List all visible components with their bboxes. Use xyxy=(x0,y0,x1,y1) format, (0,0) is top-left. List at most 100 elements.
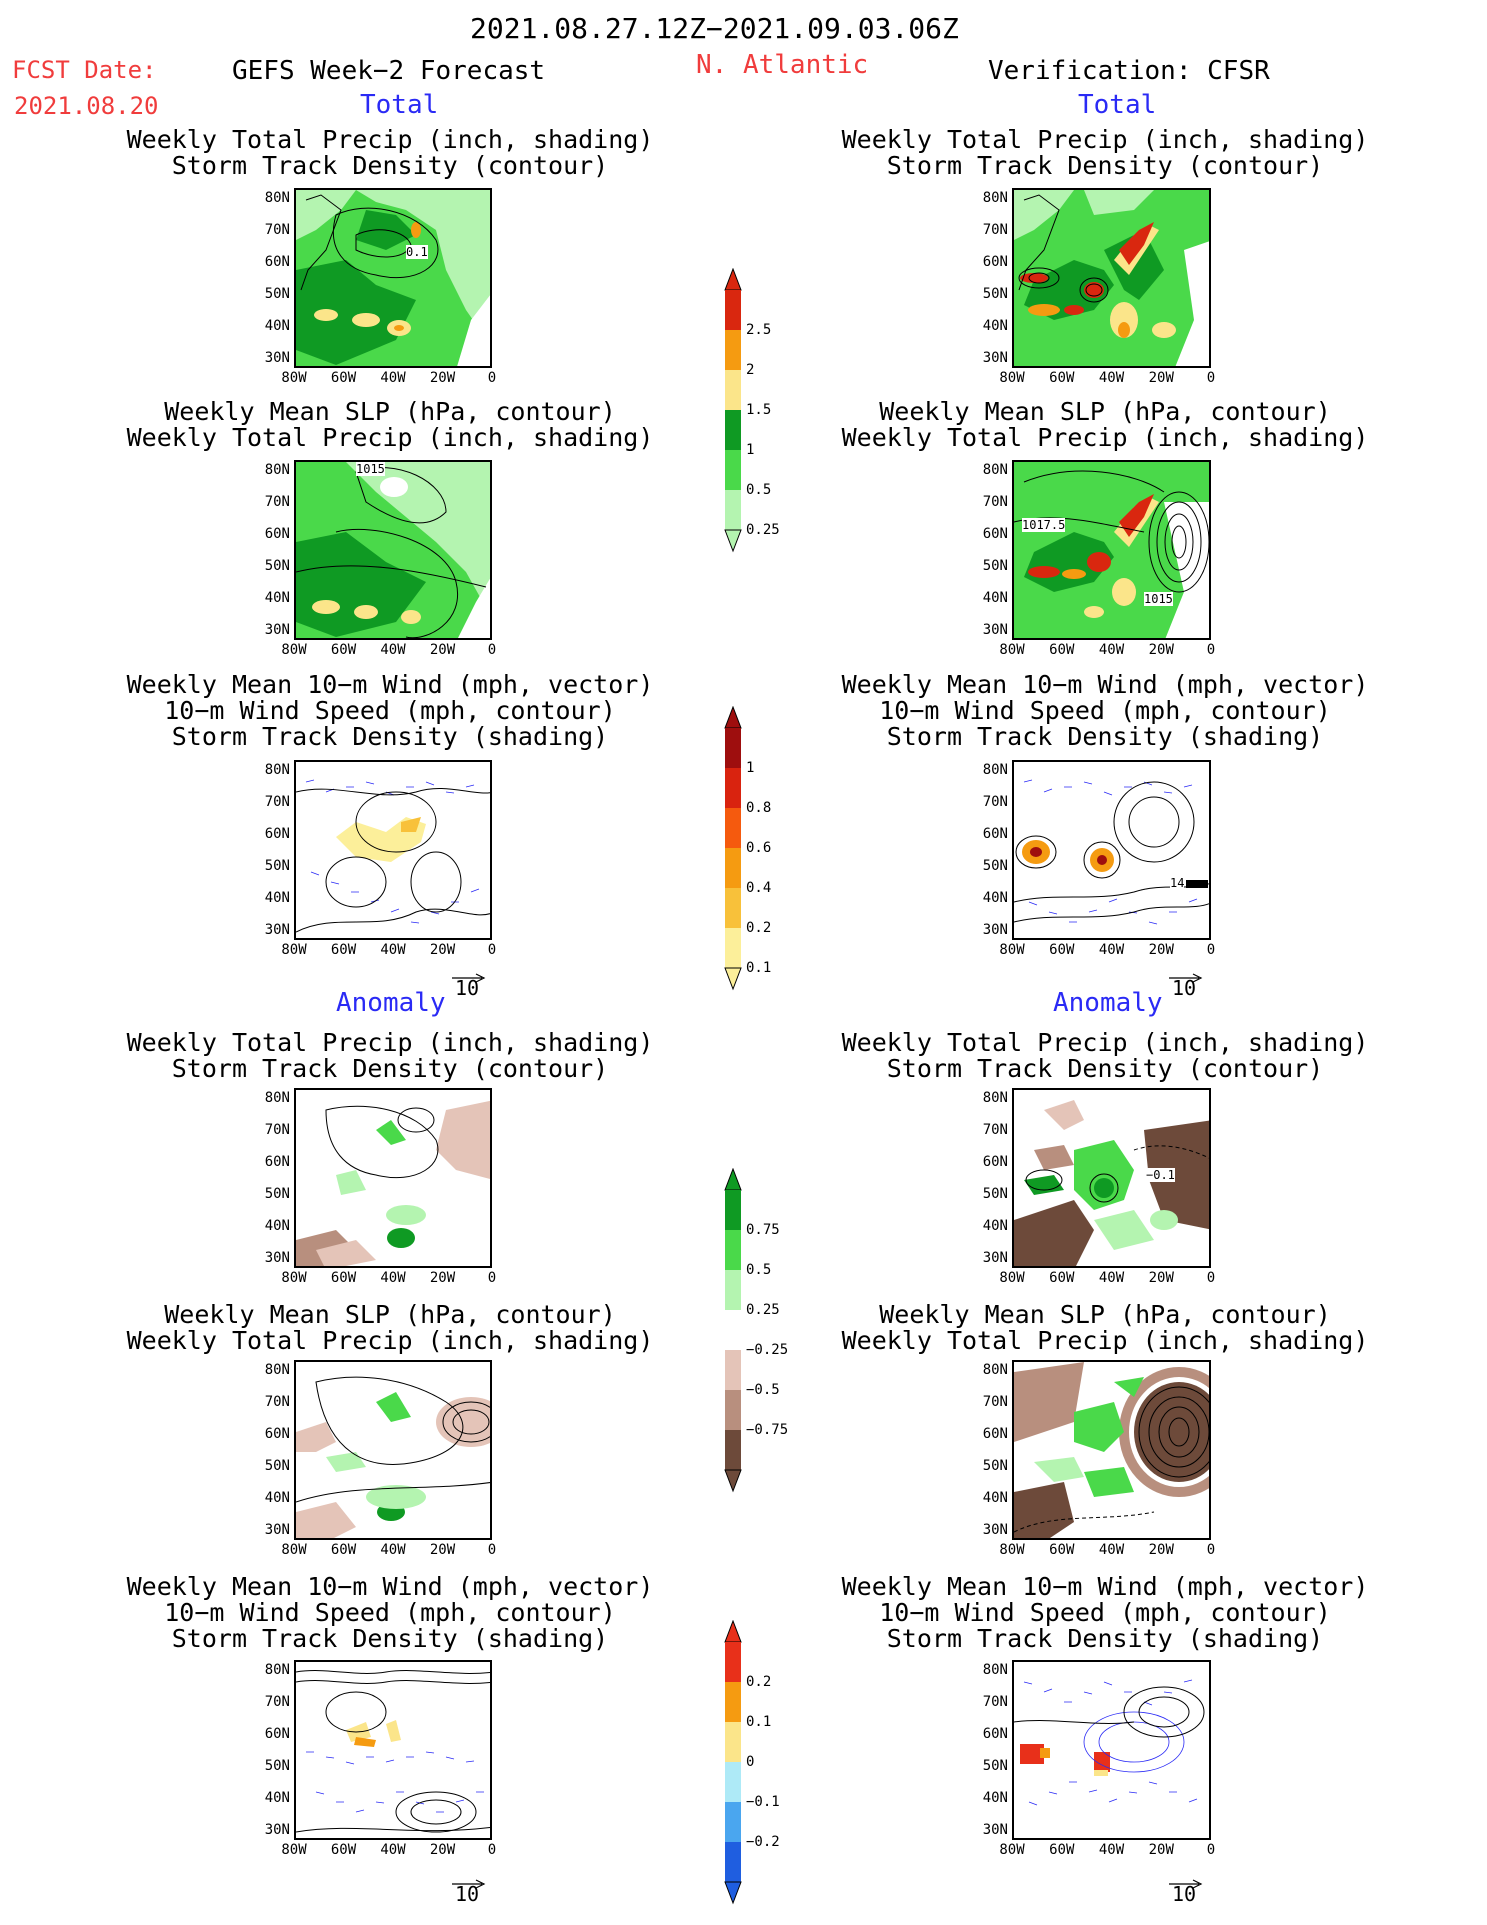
contour-label-slp-b: 1015 xyxy=(1144,592,1173,606)
colorbar-segment xyxy=(725,1190,741,1230)
lat-tick-label: 60N xyxy=(264,254,290,270)
lat-tick-label: 40N xyxy=(982,890,1008,906)
lon-tick-label: 80W xyxy=(999,370,1025,386)
map-fcst-total-precip: 0.1 xyxy=(294,188,492,368)
lon-tick-label: 40W xyxy=(380,1842,406,1858)
lat-tick-label: 40N xyxy=(982,1218,1008,1234)
lat-tick-label: 80N xyxy=(264,1662,290,1678)
lat-tick-label: 30N xyxy=(982,622,1008,638)
colorbar-segment xyxy=(725,1642,741,1682)
lon-tick-label: 40W xyxy=(380,642,406,658)
lat-tick-label: 50N xyxy=(982,1758,1008,1774)
lon-tick-label: 20W xyxy=(429,1542,456,1558)
colorbar-tick-label: 0.2 xyxy=(746,1674,772,1690)
colorbar-top-triangle xyxy=(724,1167,742,1191)
colorbar-segment xyxy=(725,370,741,410)
lon-tick-label: 60W xyxy=(1049,642,1075,658)
colorbar-tick-label: 0.8 xyxy=(746,800,772,816)
map-verif-total-slp: 1017.5 1015 xyxy=(1012,460,1211,640)
lat-tick-label: 80N xyxy=(982,1362,1008,1378)
lon-tick-label: 20W xyxy=(1148,1842,1174,1858)
lon-tick-label: 20W xyxy=(429,1270,456,1286)
colorbar-tick-label: 0 xyxy=(746,1754,755,1770)
colorbar-segment xyxy=(725,410,741,450)
lon-tick-label: 80W xyxy=(281,942,307,958)
contour-label-anom: −0.1 xyxy=(1146,1168,1175,1182)
colorbar-track-density-anomaly: 0.2 0.1 0 −0.1 −0.2 xyxy=(724,1619,780,1910)
lat-tick-label: 30N xyxy=(264,622,290,638)
lon-tick-label: 40W xyxy=(1098,642,1125,658)
lon-tick-label: 0 xyxy=(1206,642,1216,658)
lat-tick-label: 70N xyxy=(982,794,1008,810)
lat-tick-label: 80N xyxy=(264,762,290,778)
colorbar-segment xyxy=(725,490,741,530)
colorbar-bottom-triangle xyxy=(724,529,742,553)
lat-tick-label: 30N xyxy=(982,1250,1008,1266)
lon-tick-label: 80W xyxy=(999,1270,1025,1286)
lon-tick-label: 60W xyxy=(330,942,357,958)
colorbar-top-triangle xyxy=(724,1619,742,1643)
lat-tick-label: 80N xyxy=(264,1362,290,1378)
lat-tick-label: 40N xyxy=(264,1790,290,1806)
colorbar-segment xyxy=(725,848,741,888)
lon-tick-label: 0 xyxy=(487,942,497,958)
lat-tick-label: 50N xyxy=(264,1758,290,1774)
lat-tick-label: 40N xyxy=(264,590,290,606)
section-label-total-right: Total xyxy=(1078,90,1157,120)
lon-tick-label: 20W xyxy=(1148,642,1174,658)
lat-tick-label: 40N xyxy=(264,890,290,906)
vector-ref-label-anom-right: 10 xyxy=(1172,1882,1197,1906)
lon-tick-label: 80W xyxy=(281,642,307,658)
lon-tick-label: 40W xyxy=(1098,370,1125,386)
lat-tick-label: 80N xyxy=(982,1662,1008,1678)
lon-tick-label: 0 xyxy=(487,1842,497,1858)
colorbar-tick-label: 2.5 xyxy=(746,322,772,338)
lon-tick-label: 80W xyxy=(281,1542,307,1558)
colorbar-tick-label: 0.4 xyxy=(746,880,772,896)
colorbar-tick-label: 0.25 xyxy=(746,522,780,538)
vector-ref-label-total-right: 10 xyxy=(1172,976,1197,1000)
lon-tick-label: 60W xyxy=(1049,942,1075,958)
panel-title-fcst-anom-precip: Weekly Total Precip (inch, shading) Storm… xyxy=(126,1028,654,1083)
colorbar-tick-label: −0.25 xyxy=(746,1342,789,1358)
colorbar-tick-label: 0.1 xyxy=(746,960,772,976)
vector-ref-label-anom-left: 10 xyxy=(455,1882,480,1906)
colorbar-segment xyxy=(725,450,741,490)
colorbar-track-density-total: 1 0.8 0.6 0.4 0.2 0.1 xyxy=(724,705,771,996)
colorbar-tick-label: 0.25 xyxy=(746,1302,780,1318)
colorbar-tick-label: 1 xyxy=(746,760,755,776)
fcst-date-value: 2021.08.20 xyxy=(14,92,159,120)
panel-title-verif-anom-slp: Weekly Mean SLP (hPa, contour) Weekly Tot… xyxy=(841,1300,1369,1355)
colorbar-bottom-triangle xyxy=(724,1881,742,1905)
lat-tick-label: 80N xyxy=(982,190,1008,206)
map-verif-total-wind: 14 xyxy=(1012,760,1211,940)
lon-tick-label: 20W xyxy=(429,642,456,658)
colorbar-segment xyxy=(725,1270,741,1310)
colorbar-precip-total: 2.5 2 1.5 1 0.5 0.25 xyxy=(724,267,780,558)
contour-label-track: 0.1 xyxy=(406,245,428,259)
lon-tick-label: 0 xyxy=(1206,370,1216,386)
panel-title-verif-total-wind: Weekly Mean 10−m Wind (mph, vector) 10−m … xyxy=(841,670,1369,751)
panel-title-verif-total-precip: Weekly Total Precip (inch, shading) Storm… xyxy=(841,125,1369,180)
map-fcst-anom-wind xyxy=(294,1660,492,1840)
lat-tick-label: 70N xyxy=(264,794,290,810)
lon-tick-label: 20W xyxy=(429,370,456,386)
colorbar-segment xyxy=(725,1430,741,1470)
colorbar-tick-label: 2 xyxy=(746,362,755,378)
contour-label-slp-a: 1017.5 xyxy=(1022,518,1066,532)
map-verif-anom-precip: −0.1 xyxy=(1012,1088,1211,1268)
colorbar-top-triangle xyxy=(724,267,742,291)
lat-tick-label: 30N xyxy=(264,922,290,938)
panel-title-verif-anom-precip: Weekly Total Precip (inch, shading) Storm… xyxy=(841,1028,1369,1083)
lon-tick-label: 60W xyxy=(330,370,357,386)
lat-tick-label: 50N xyxy=(264,1458,290,1474)
panel-title-fcst-total-wind: Weekly Mean 10−m Wind (mph, vector) 10−m … xyxy=(126,670,654,751)
lon-tick-label: 20W xyxy=(429,1842,456,1858)
lat-tick-label: 60N xyxy=(982,1726,1008,1742)
lat-tick-label: 50N xyxy=(264,858,290,874)
colorbar-segment xyxy=(725,1310,741,1350)
colorbar-segment xyxy=(725,1230,741,1270)
lat-tick-label: 40N xyxy=(982,590,1008,606)
colorbar-segment xyxy=(725,728,741,768)
panel-title-fcst-total-slp: Weekly Mean SLP (hPa, contour) Weekly Tot… xyxy=(126,397,654,452)
